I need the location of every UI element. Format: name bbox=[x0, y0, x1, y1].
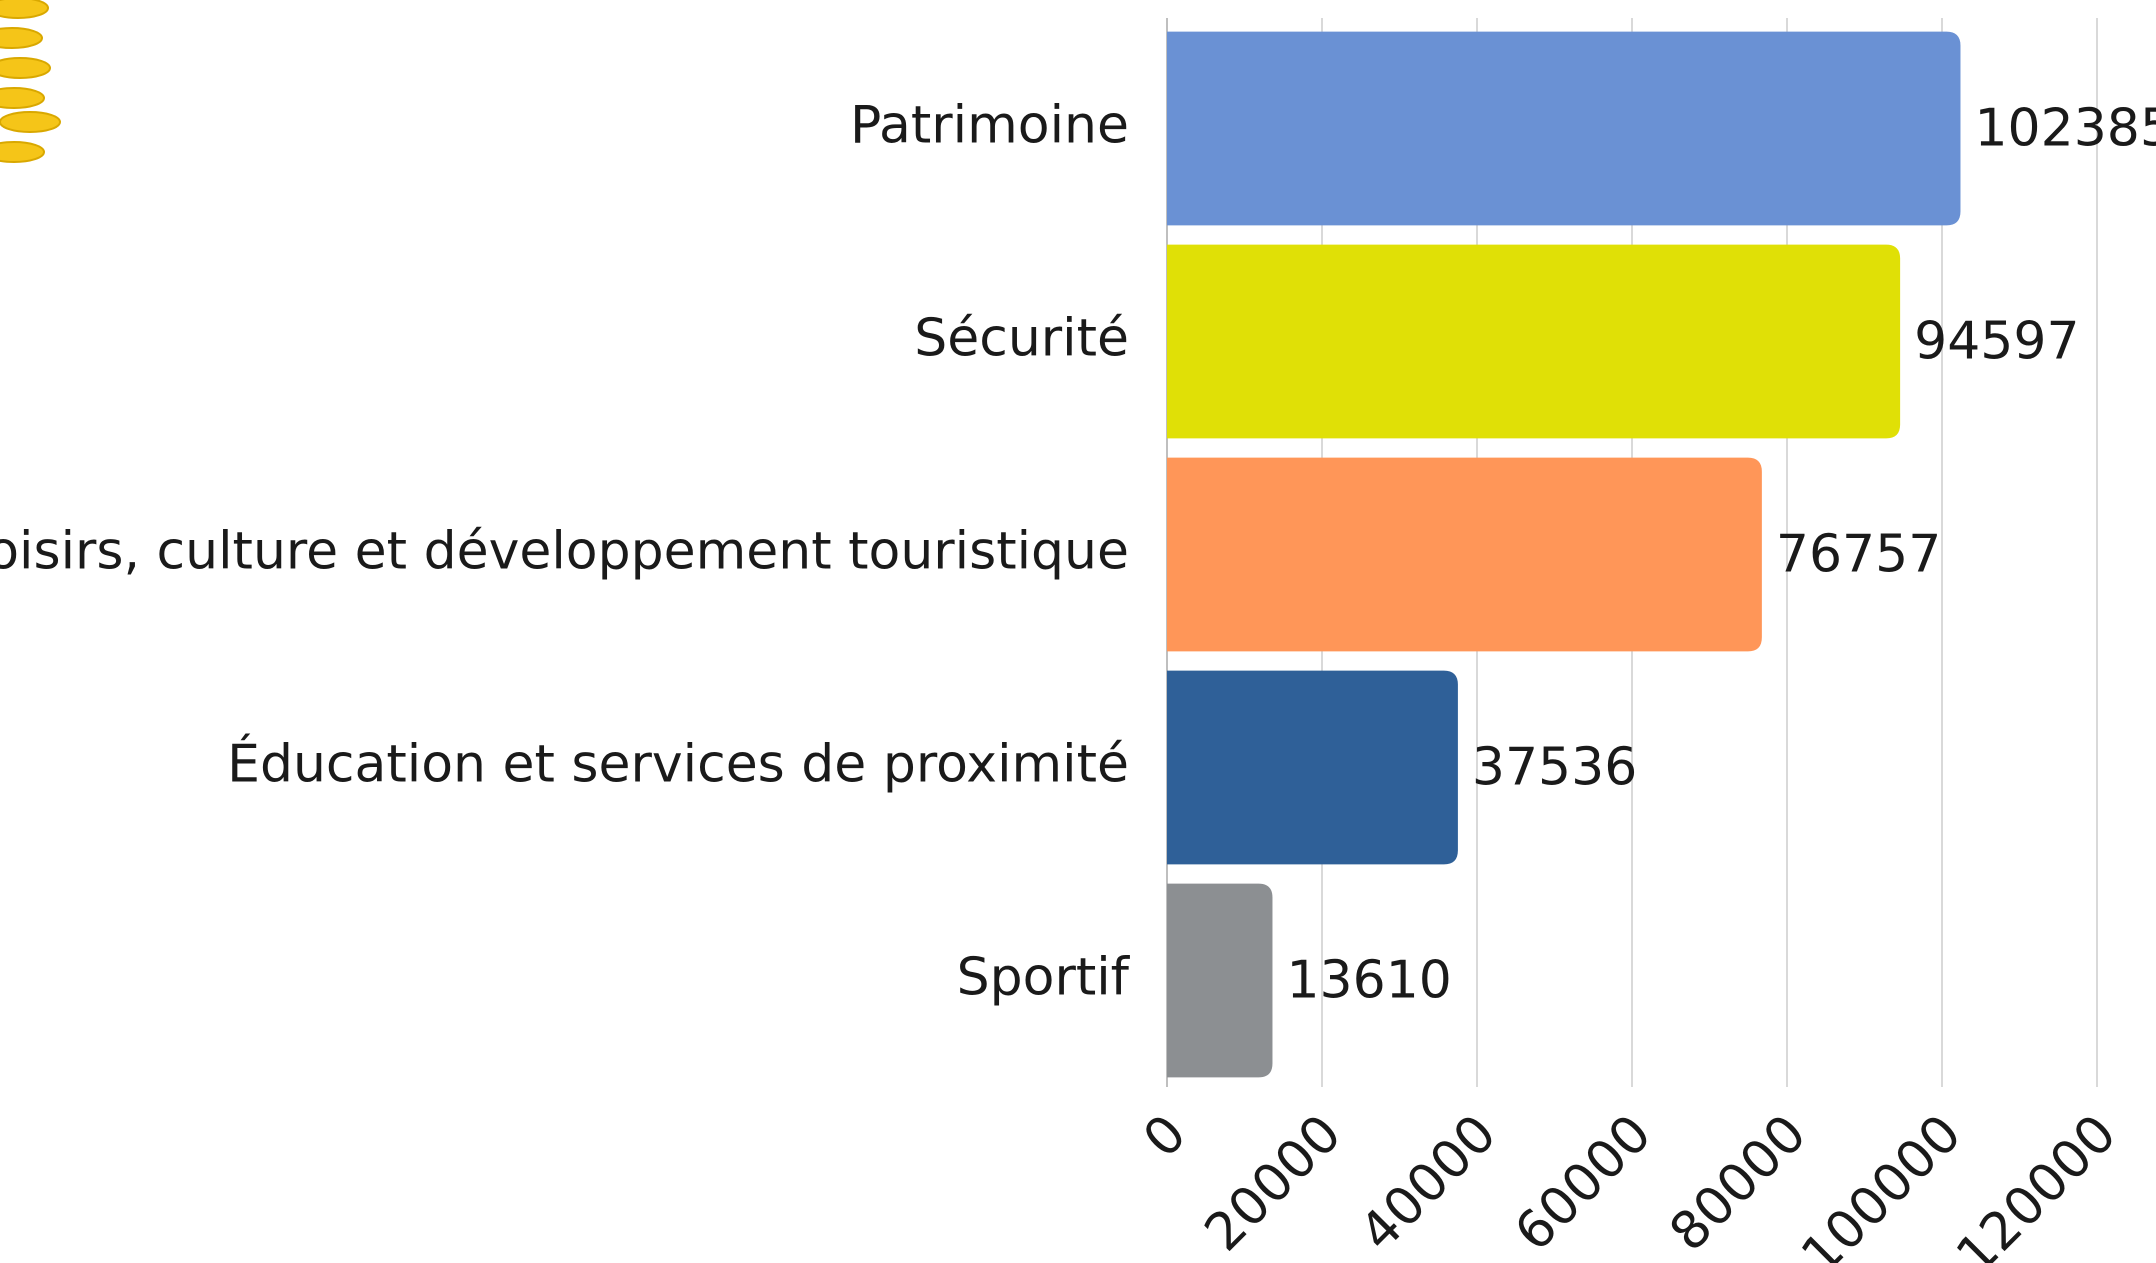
value-label: 94597 bbox=[1914, 312, 2079, 372]
value-label: 102385 bbox=[1974, 99, 2156, 159]
y-tick-label: Patrimoine bbox=[850, 96, 1129, 156]
bar bbox=[1167, 458, 1762, 652]
bar bbox=[1167, 671, 1458, 865]
y-tick-label: Éducation et services de proximité bbox=[227, 734, 1129, 795]
value-label: 37536 bbox=[1472, 738, 1637, 798]
y-tick-label: Sportif bbox=[957, 948, 1131, 1008]
coins-decoration bbox=[0, 0, 60, 162]
x-tick-label: 20000 bbox=[1194, 1104, 1353, 1263]
bar bbox=[1167, 245, 1900, 439]
x-tick-label: 60000 bbox=[1504, 1104, 1663, 1263]
y-tick-label: Sécurité bbox=[914, 309, 1129, 369]
bar bbox=[1167, 884, 1272, 1078]
chart: 020000400006000080000100000120000102385P… bbox=[0, 0, 2156, 1263]
x-tick-label: 40000 bbox=[1349, 1104, 1508, 1263]
value-label: 13610 bbox=[1286, 951, 1451, 1011]
bar bbox=[1167, 32, 1960, 226]
x-tick-label: 0 bbox=[1132, 1104, 1198, 1170]
value-label: 76757 bbox=[1776, 525, 1941, 585]
x-tick-label: 100000 bbox=[1790, 1104, 1973, 1263]
y-tick-label: Loisirs, culture et développement touris… bbox=[0, 522, 1129, 582]
x-tick-label: 120000 bbox=[1945, 1104, 2128, 1263]
